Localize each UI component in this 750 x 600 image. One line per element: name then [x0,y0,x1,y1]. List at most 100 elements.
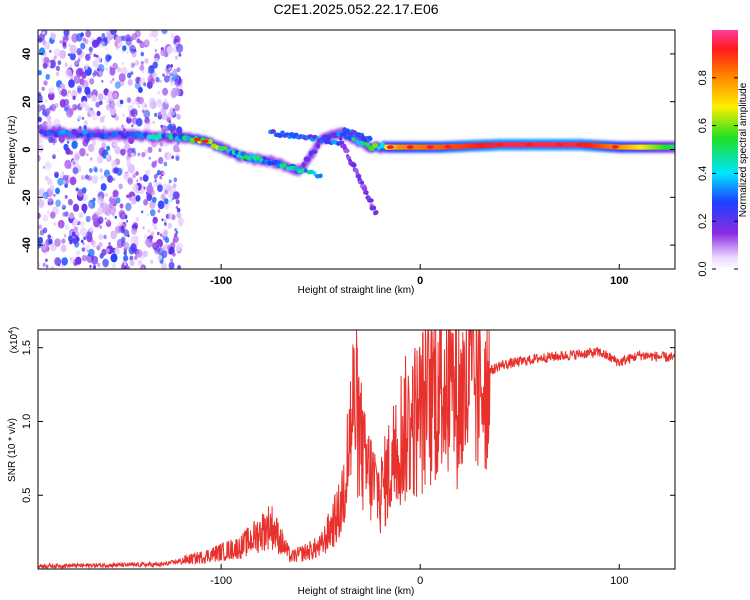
band-peak [426,145,434,149]
noise-point [139,176,143,181]
noise-point [72,161,76,165]
noise-point [80,174,85,181]
noise-point [122,45,127,52]
noise-point [161,112,168,121]
noise-point [167,123,173,131]
noise-point [95,101,100,108]
noise-point [67,90,71,94]
x-tick-label: 100 [610,275,628,287]
noise-point [141,266,145,269]
noise-point [71,33,79,43]
noise-point [91,39,99,48]
noise-point [123,250,127,256]
noise-point [88,46,93,53]
noise-point [159,79,162,84]
noise-point [178,53,182,57]
noise-point [112,92,118,99]
noise-point [48,238,53,245]
noise-point [126,159,131,165]
y-tick-label: 0.5 [21,488,33,503]
noise-point [148,156,151,160]
noise-point [64,224,70,231]
noise-point [166,64,170,70]
band-point [68,132,73,138]
noise-point [143,109,151,119]
noise-point [45,175,49,181]
noise-point [98,241,103,248]
noise-point [157,184,163,192]
noise-point [81,203,88,212]
noise-point [151,196,157,203]
band-point [65,129,69,135]
spectrogram-x-axis-label: Height of straight line (km) [298,285,415,296]
noise-point [173,87,181,97]
noise-point [83,193,87,197]
noise-point [50,236,54,240]
branch-point [297,168,303,174]
noise-point [116,167,123,176]
noise-point [119,99,124,105]
noise-point [136,249,143,258]
noise-point [123,266,127,269]
noise-point [174,233,178,238]
noise-point [154,160,158,165]
branch-point [273,159,279,165]
noise-point [114,215,118,219]
noise-point [152,120,156,125]
noise-point [52,156,56,159]
noise-point [80,42,86,50]
noise-point [97,93,104,101]
noise-point [118,73,126,83]
noise-point [42,262,46,267]
noise-point [154,224,157,227]
noise-point [61,238,66,244]
noise-point [172,241,176,246]
x-tick-label: -100 [210,275,232,287]
noise-point [112,77,115,82]
noise-point [45,258,48,263]
noise-point [38,93,43,104]
noise-point [75,187,79,192]
noise-point [114,247,120,255]
branch-point [360,180,365,186]
noise-point [162,246,165,251]
noise-point [92,72,96,77]
noise-point [99,41,105,49]
noise-point [130,243,137,252]
noise-point [65,100,69,105]
snr-y-ticks: 0.5 1.0 1.5 [21,340,675,503]
noise-point [84,64,89,71]
noise-point [100,175,104,180]
noise-point [153,174,158,180]
noise-point [69,64,72,68]
noise-point [131,33,137,41]
noise-point [99,116,105,123]
noise-point [135,195,141,202]
noise-point [74,241,80,248]
snr-panel: -100 0 100 0.5 1.0 1.5 Height of straight li… [7,327,676,597]
noise-point [94,168,98,173]
noise-point [59,99,67,108]
colorbar-tick-label: 0.0 [697,261,709,276]
noise-point [69,44,77,54]
noise-point [71,104,75,109]
noise-point [135,216,140,222]
noise-point [84,174,89,180]
noise-point [167,202,171,206]
band-point [221,146,228,151]
noise-point [54,257,62,266]
noise-point [141,210,144,214]
noise-point [126,219,129,223]
noise-point [114,115,119,121]
noise-point [57,177,64,186]
noise-point [123,241,130,250]
noise-point [98,234,103,240]
noise-point [127,177,134,185]
snr-x-ticks: -100 0 100 [210,564,628,587]
noise-point [57,60,62,66]
noise-point [125,202,132,211]
noise-point [42,31,45,35]
noise-point [38,144,44,153]
noise-point [89,264,92,269]
noise-point [48,87,55,95]
